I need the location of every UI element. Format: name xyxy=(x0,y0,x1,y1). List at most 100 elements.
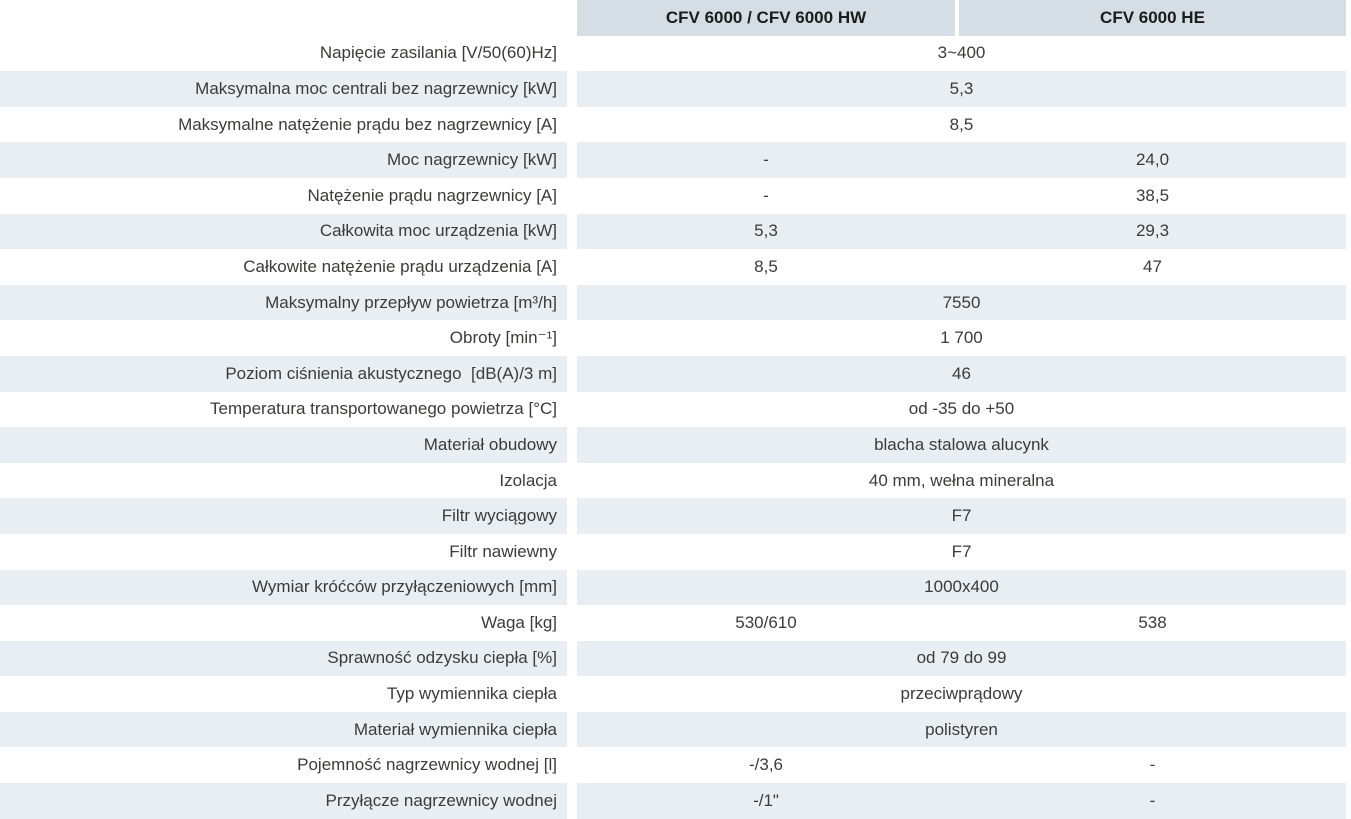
row-label: Całkowite natężenie prądu urządzenia [A] xyxy=(243,256,557,276)
column-gap xyxy=(567,605,577,641)
table-row: Izolacja 40 mm, wełna mineralna xyxy=(0,462,1346,499)
column-gap xyxy=(567,320,577,356)
row-label: Izolacja xyxy=(499,470,557,490)
row-value-col2: 47 xyxy=(1143,256,1162,276)
row-label: Wymiar króćców przyłączeniowych [mm] xyxy=(252,577,557,597)
table-row: Materiał wymiennika ciepła polistyren xyxy=(0,711,1346,748)
table-header-row: CFV 6000 / CFV 6000 HW CFV 6000 HE xyxy=(0,0,1346,36)
row-value-col1: 5,3 xyxy=(754,221,778,241)
table-row: Waga [kg] 530/610 538 xyxy=(0,605,1346,641)
row-value-col2: 24,0 xyxy=(1135,150,1170,170)
row-value-col1: -/3,6 xyxy=(748,755,784,775)
column-gap xyxy=(567,533,577,570)
row-value-span: 3~400 xyxy=(937,43,986,63)
row-label: Napięcie zasilania [V/50(60)Hz] xyxy=(319,43,557,63)
row-value-span: 5,3 xyxy=(949,78,974,98)
row-label: Filtr wyciągowy xyxy=(441,506,557,526)
table-row: Natężenie prądu nagrzewnicy [A] - 38,5 xyxy=(0,177,1346,214)
row-label: Materiał obudowy xyxy=(423,434,557,454)
row-value-span: od -35 do +50 xyxy=(908,399,1015,419)
row-label: Sprawność odzysku ciepła [%] xyxy=(327,648,557,668)
row-label: Materiał wymiennika ciepła xyxy=(353,719,557,739)
row-label: Waga [kg] xyxy=(481,612,557,632)
header-col1-model: CFV 6000 / CFV 6000 HW xyxy=(577,0,955,36)
column-gap xyxy=(567,35,577,72)
table-row: Filtr wyciągowy F7 xyxy=(0,498,1346,534)
table-row: Przyłącze nagrzewnicy wodnej -/1" - xyxy=(0,783,1346,819)
header-corner-cell xyxy=(0,0,567,36)
column-gap xyxy=(567,391,577,428)
row-value-col2: - xyxy=(1149,790,1156,810)
row-label: Maksymalna moc centrali bez nagrzewnicy … xyxy=(195,78,557,98)
row-value-col1: 530/610 xyxy=(735,612,797,632)
row-value-span: 1 700 xyxy=(940,328,983,348)
header-col2-model: CFV 6000 HE xyxy=(959,0,1346,36)
column-gap xyxy=(567,783,577,819)
column-gap xyxy=(567,676,577,712)
row-value-span: 7550 xyxy=(942,292,981,312)
header-column-divider xyxy=(955,0,959,36)
row-value-span: F7 xyxy=(951,541,972,561)
table-body: Napięcie zasilania [V/50(60)Hz] 3~400 Maks… xyxy=(0,35,1346,819)
table-row: Typ wymiennika ciepła przeciwprądowy xyxy=(0,676,1346,712)
row-label: Temperatura transportowanego powietrza [… xyxy=(210,399,557,419)
table-row: Temperatura transportowanego powietrza [… xyxy=(0,391,1346,428)
table-row: Wymiar króćców przyłączeniowych [mm] 1000… xyxy=(0,569,1346,606)
table-row: Poziom ciśnienia akustycznego [dB(A)/3 m… xyxy=(0,355,1346,392)
row-value-col1: -/1" xyxy=(753,790,779,810)
row-label: Typ wymiennika ciepła xyxy=(386,684,557,704)
row-value-col2: 29,3 xyxy=(1135,221,1170,241)
table-row: Całkowita moc urządzenia [kW] 5,3 29,3 xyxy=(0,213,1346,250)
column-gap xyxy=(567,747,577,784)
row-label: Całkowita moc urządzenia [kW] xyxy=(319,221,557,241)
row-value-span: 1000x400 xyxy=(924,577,999,597)
row-value-span: F7 xyxy=(951,506,972,526)
column-gap xyxy=(567,427,577,463)
row-label: Obroty [min⁻¹] xyxy=(449,328,557,348)
row-value-span: 8,5 xyxy=(949,114,974,134)
row-label: Maksymalny przepływ powietrza [m³/h] xyxy=(265,292,557,312)
row-label: Filtr nawiewny xyxy=(449,541,557,561)
column-gap xyxy=(567,640,577,677)
column-gap xyxy=(567,177,577,214)
row-value-span: polistyren xyxy=(925,719,998,739)
table-row: Maksymalne natężenie prądu bez nagrzewni… xyxy=(0,106,1346,143)
row-label: Natężenie prądu nagrzewnicy [A] xyxy=(307,185,557,205)
column-gap xyxy=(567,213,577,250)
column-gap xyxy=(567,0,577,36)
row-value-col2: - xyxy=(1149,755,1156,775)
row-value-col1: - xyxy=(763,150,769,170)
table-row: Maksymalna moc centrali bez nagrzewnicy … xyxy=(0,71,1346,107)
table-row: Napięcie zasilania [V/50(60)Hz] 3~400 xyxy=(0,35,1346,72)
row-value-col2: 538 xyxy=(1138,612,1167,632)
row-value-span: 46 xyxy=(952,363,971,383)
table-row: Obroty [min⁻¹] 1 700 xyxy=(0,320,1346,356)
row-label: Maksymalne natężenie prądu bez nagrzewni… xyxy=(178,114,557,134)
row-value-span: przeciwprądowy xyxy=(900,684,1023,704)
table-row: Całkowite natężenie prądu urządzenia [A]… xyxy=(0,249,1346,285)
row-label: Moc nagrzewnicy [kW] xyxy=(386,150,557,170)
column-gap xyxy=(567,106,577,143)
column-gap xyxy=(567,462,577,499)
column-gap xyxy=(567,71,577,107)
row-label: Poziom ciśnienia akustycznego [dB(A)/3 m… xyxy=(225,363,557,383)
column-gap xyxy=(567,142,577,178)
row-label: Pojemność nagrzewnicy wodnej [l] xyxy=(297,755,557,775)
table-row: Sprawność odzysku ciepła [%] od 79 do 99 xyxy=(0,640,1346,677)
column-gap xyxy=(567,249,577,285)
row-value-span: od 79 do 99 xyxy=(916,648,1007,668)
column-gap xyxy=(567,284,577,321)
table-row: Maksymalny przepływ powietrza [m³/h] 7550 xyxy=(0,284,1346,321)
row-label: Przyłącze nagrzewnicy wodnej xyxy=(325,790,558,810)
column-gap xyxy=(567,355,577,392)
row-value-span: blacha stalowa alucynk xyxy=(874,434,1049,454)
row-value-col1: - xyxy=(763,185,769,205)
row-value-col1: 8,5 xyxy=(754,256,778,276)
column-gap xyxy=(567,711,577,748)
row-value-span: 40 mm, wełna mineralna xyxy=(868,470,1055,490)
column-gap xyxy=(567,569,577,606)
column-gap xyxy=(567,498,577,534)
table-row: Pojemność nagrzewnicy wodnej [l] -/3,6 - xyxy=(0,747,1346,784)
table-row: Moc nagrzewnicy [kW] - 24,0 xyxy=(0,142,1346,178)
